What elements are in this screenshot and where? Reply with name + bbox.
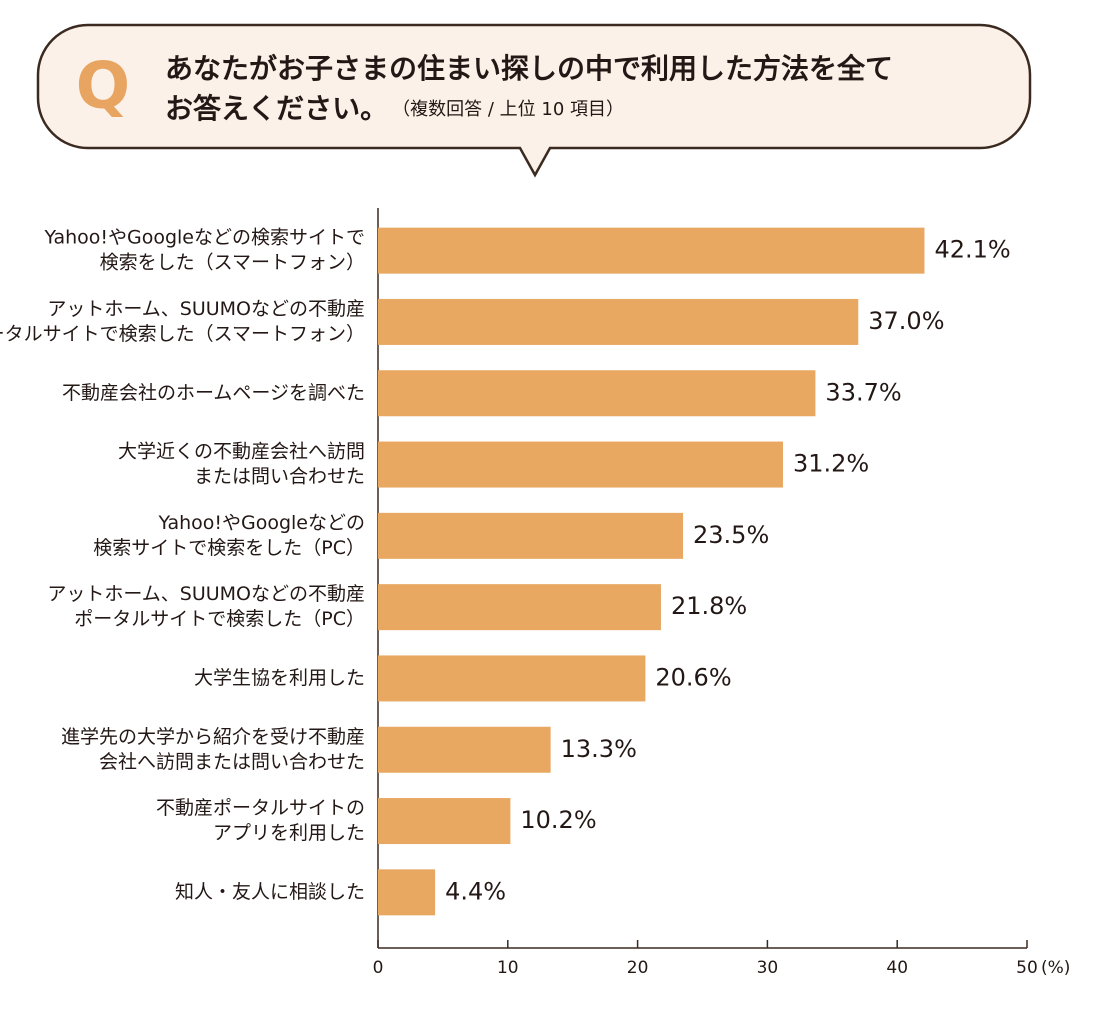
y-tick-label: ポータルサイトで検索した（PC） [74,608,365,630]
value-label: 23.5% [693,521,769,549]
bar [378,227,925,274]
title-line: お答えください。 [165,92,388,125]
speech-bubble [36,23,1032,178]
y-tick-label: Yahoo!やGoogleなどの検索サイトで [43,227,365,249]
title-line: あなたがお子さまの住まい探しの中で利用した方法を全て [165,52,893,85]
y-tick-label: 検索をした（スマートフォン） [100,252,365,274]
y-tick-label: 不動産会社のホームページを調べた [62,382,365,404]
value-label: 4.4% [445,877,506,905]
x-tick-label: 10 [497,958,519,978]
value-label: 20.6% [655,663,731,691]
bar [378,655,646,702]
y-tick-label: ポータルサイトで検索した（スマートフォン） [0,323,365,345]
y-tick-label: 不動産ポータルサイトの [156,797,365,819]
x-tick-label: 20 [627,958,649,978]
x-tick-label: 30 [757,958,779,978]
bar [378,298,859,345]
value-label: 13.3% [561,735,637,763]
y-tick-label: アプリを利用した [213,822,365,844]
y-tick-label: 大学生協を利用した [194,667,365,689]
x-tick-label: 0 [373,958,384,978]
value-label: 21.8% [671,592,747,620]
x-tick-label: 40 [886,958,908,978]
value-label: 37.0% [868,307,944,335]
bar [378,584,661,631]
y-tick-label: 検索サイトで検索をした（PC） [93,537,365,559]
y-tick-label: 大学近くの不動産会社へ訪問 [118,441,365,463]
subtitle: （複数回答 / 上位 10 項目） [392,99,624,120]
y-tick-label: 会社へ訪問または問い合わせた [99,751,365,773]
q-label: Q [76,50,130,124]
y-tick-label: 知人・友人に相談した [175,881,365,903]
bar [378,869,436,916]
bar [378,441,783,488]
value-label: 10.2% [520,806,596,834]
y-tick-label: アットホーム、SUUMOなどの不動産 [47,583,365,605]
bar [378,370,816,417]
y-tick-label: Yahoo!やGoogleなどの [157,512,365,534]
y-tick-label: アットホーム、SUUMOなどの不動産 [47,298,365,320]
x-tick-label: 50 [1016,958,1038,978]
x-unit: (%) [1041,958,1070,978]
value-label: 31.2% [793,450,869,478]
bar [378,512,684,559]
value-label: 33.7% [825,378,901,406]
value-label: 42.1% [934,236,1010,264]
y-tick-label: 進学先の大学から紹介を受け不動産 [61,726,365,748]
bar [378,798,511,845]
bar [378,726,551,773]
y-tick-label: または問い合わせた [194,466,365,488]
